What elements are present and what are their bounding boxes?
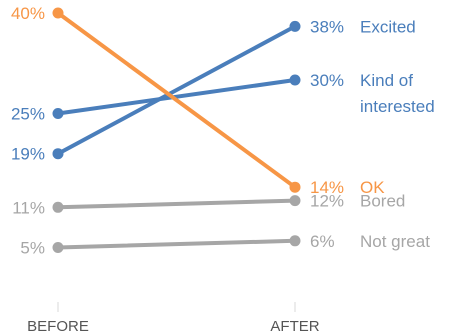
right-value-label-2: 14% (310, 178, 344, 197)
point-after-0 (289, 20, 301, 32)
series-name-label-2: OK (360, 178, 385, 197)
series-line-3 (56, 198, 297, 210)
left-value-label-4: 5% (20, 239, 45, 258)
series-line-1 (56, 78, 297, 116)
series-line-2 (56, 11, 297, 190)
left-value-label-0: 19% (11, 145, 45, 164)
right-value-label-1: 30% (310, 71, 344, 90)
series-name-label-4: Not great (360, 232, 430, 251)
point-before-4 (52, 242, 64, 253)
point-before-1 (52, 108, 64, 119)
x-axis: BEFORE AFTER (27, 302, 320, 333)
series-name-line: Bored (360, 192, 405, 211)
x-tick-label-after: AFTER (270, 318, 319, 333)
point-before-2 (52, 7, 64, 19)
series-line-0 (56, 24, 297, 156)
series-name-line: Not great (360, 232, 430, 251)
left-value-label-3: 11% (12, 198, 45, 217)
right-value-label-4: 6% (310, 232, 335, 251)
right-value-label-3: 12% (310, 192, 344, 211)
series-name-line: OK (360, 178, 385, 197)
point-after-3 (289, 195, 301, 207)
series-name-line: interested (360, 97, 435, 116)
series-lines (56, 11, 297, 250)
series-name-label-3: Bored (360, 192, 405, 211)
point-after-1 (289, 74, 301, 86)
point-before-3 (52, 201, 64, 213)
series-name-label-0: Excited (360, 17, 416, 36)
left-value-label-1: 25% (11, 105, 45, 124)
series-points (52, 7, 301, 253)
series-labels: 19% 38% Excited 25% 30% Kind of interested 40% 1… (11, 4, 435, 258)
left-value-label-2: 40% (11, 4, 45, 23)
point-after-4 (289, 235, 301, 247)
right-value-label-0: 38% (310, 17, 344, 36)
point-before-0 (52, 148, 64, 160)
series-name-line: Kind of (360, 71, 413, 90)
series-name-line: Excited (360, 17, 416, 36)
series-name-label-1: Kind of interested (360, 71, 435, 116)
x-tick-label-before: BEFORE (27, 318, 89, 333)
point-after-2 (289, 181, 301, 193)
series-line-4 (56, 238, 297, 250)
